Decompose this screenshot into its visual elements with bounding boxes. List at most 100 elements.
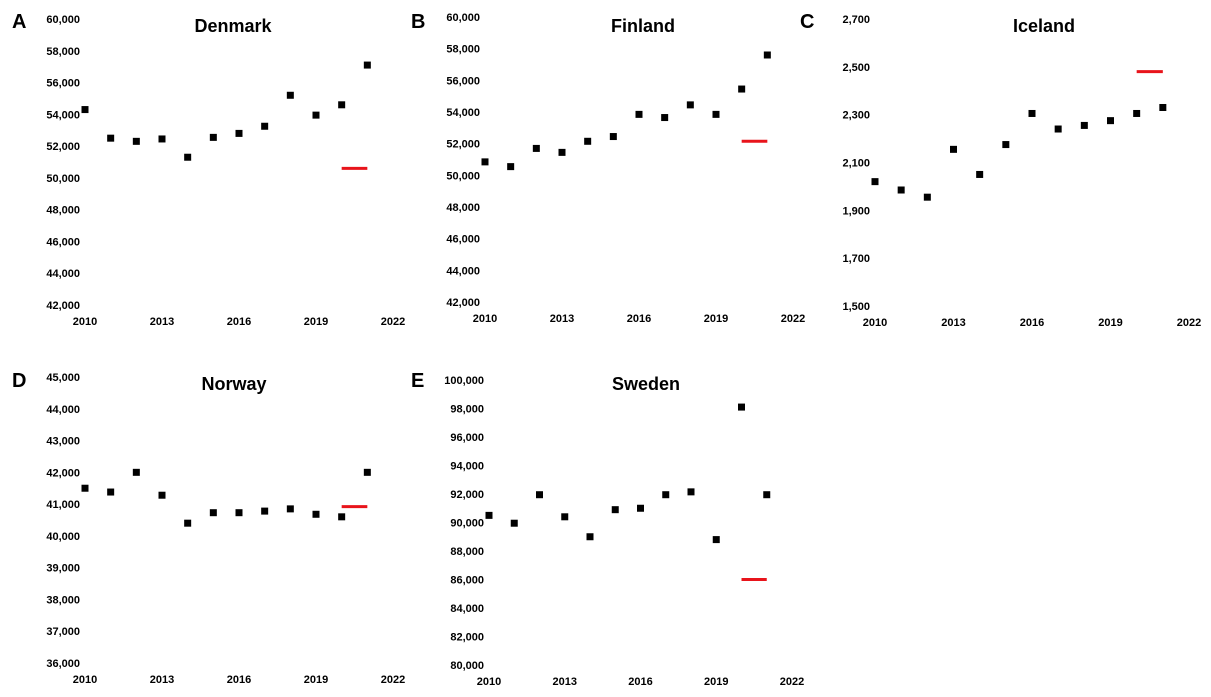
data-point: [662, 491, 670, 499]
data-point: [763, 491, 771, 499]
panel-finland: B Finland 42,000 44,000 46,000 48,000 50,000 52…: [411, 11, 805, 325]
data-point: [1159, 103, 1167, 111]
y-tick-label: 92,000: [450, 489, 484, 501]
y-tick-label: 80,000: [450, 660, 484, 672]
data-point: [763, 51, 771, 59]
y-tick-label: 36,000: [46, 658, 80, 670]
y-tick-label: 46,000: [46, 236, 80, 248]
data-point: [686, 101, 694, 109]
x-tick-label: 2019: [704, 313, 728, 325]
data-point: [363, 468, 371, 476]
x-tick-label: 2013: [150, 674, 174, 686]
data-point: [586, 533, 594, 541]
panel-label: A: [12, 11, 26, 33]
y-tick-label: 84,000: [450, 603, 484, 615]
panel-label: D: [12, 370, 26, 392]
data-point: [209, 133, 217, 141]
x-tick-label: 2013: [150, 316, 174, 328]
data-point: [609, 133, 617, 141]
x-tick-label: 2022: [381, 674, 405, 686]
panel-title: Iceland: [1013, 16, 1075, 36]
data-point: [738, 85, 746, 93]
data-point: [507, 163, 515, 171]
x-tick-label: 2016: [627, 313, 651, 325]
x-tick-label: 2019: [304, 316, 328, 328]
data-point: [923, 193, 931, 201]
y-tick-label: 1,500: [842, 301, 870, 313]
data-point: [286, 505, 294, 513]
data-point: [158, 491, 166, 499]
data-point: [363, 61, 371, 69]
y-tick-label: 54,000: [46, 109, 80, 121]
x-tick-label: 2016: [227, 674, 251, 686]
data-point: [637, 504, 644, 512]
y-tick-label: 56,000: [446, 75, 480, 87]
panel-title: Norway: [201, 374, 266, 394]
data-point: [338, 101, 346, 109]
data-point: [950, 145, 957, 153]
data-point: [1107, 117, 1114, 125]
data-point: [611, 506, 619, 514]
y-tick-label: 45,000: [46, 372, 80, 384]
data-point: [1080, 121, 1088, 129]
data-point: [158, 135, 166, 143]
x-tick-label: 2010: [863, 317, 887, 329]
data-point: [687, 488, 695, 496]
data-point: [738, 403, 745, 411]
y-tick-label: 52,000: [446, 139, 480, 151]
y-tick-label: 40,000: [46, 531, 80, 543]
y-tick-label: 1,900: [842, 205, 870, 217]
x-tick-label: 2016: [1020, 317, 1044, 329]
y-tick-label: 48,000: [446, 202, 480, 214]
data-point: [635, 110, 643, 118]
data-point: [1054, 125, 1062, 133]
x-tick-label: 2013: [941, 317, 965, 329]
panel-label: B: [411, 11, 425, 33]
x-tick-label: 2013: [553, 676, 577, 688]
data-point: [235, 509, 243, 517]
y-tick-label: 37,000: [46, 626, 80, 638]
data-point: [1133, 109, 1141, 117]
data-point: [871, 178, 879, 186]
y-tick-label: 46,000: [446, 234, 480, 246]
panel-denmark: A Denmark 42,000 44,000 46,000 48,000 50,000 52…: [12, 11, 405, 328]
x-tick-label: 2010: [73, 316, 97, 328]
y-tick-label: 58,000: [46, 46, 80, 58]
y-tick-label: 96,000: [450, 432, 484, 444]
y-tick-label: 82,000: [450, 632, 484, 644]
y-tick-label: 44,000: [46, 268, 80, 280]
y-tick-label: 43,000: [46, 436, 80, 448]
data-point: [286, 91, 294, 99]
panels: A Denmark 42,000 44,000 46,000 48,000 50,000 52…: [12, 11, 1201, 688]
y-tick-label: 42,000: [46, 467, 80, 479]
data-point: [712, 536, 720, 544]
x-tick-label: 2022: [780, 676, 804, 688]
panel-label: E: [411, 370, 424, 392]
x-tick-label: 2010: [473, 313, 497, 325]
panel-iceland: C Iceland 1,500 1,700 1,900 2,100 2,300 2,500 2,…: [800, 11, 1201, 329]
y-tick-label: 60,000: [446, 12, 480, 24]
data-point: [536, 491, 543, 499]
data-point: [132, 137, 140, 145]
data-point: [261, 507, 269, 515]
data-point: [312, 510, 320, 518]
panel-norway: D Norway 36,000 37,000 38,000 39,000 40,000 41,…: [12, 370, 405, 686]
y-tick-label: 2,500: [842, 62, 870, 74]
data-point: [558, 148, 566, 156]
panel-sweden: E Sweden 80,000 82,000 84,000 86,000 88,000 90,…: [411, 370, 804, 688]
data-point: [661, 114, 669, 122]
y-tick-label: 1,700: [842, 253, 870, 265]
data-point: [338, 513, 346, 521]
y-tick-label: 58,000: [446, 44, 480, 56]
y-tick-label: 88,000: [450, 546, 484, 558]
y-tick-label: 44,000: [46, 404, 80, 416]
data-point: [81, 106, 89, 114]
data-point: [510, 519, 518, 527]
y-tick-label: 100,000: [444, 375, 484, 387]
panel-title: Denmark: [194, 16, 272, 36]
x-tick-label: 2019: [704, 676, 728, 688]
y-tick-label: 48,000: [46, 205, 80, 217]
data-point: [312, 111, 320, 119]
y-tick-label: 2,700: [842, 14, 870, 26]
